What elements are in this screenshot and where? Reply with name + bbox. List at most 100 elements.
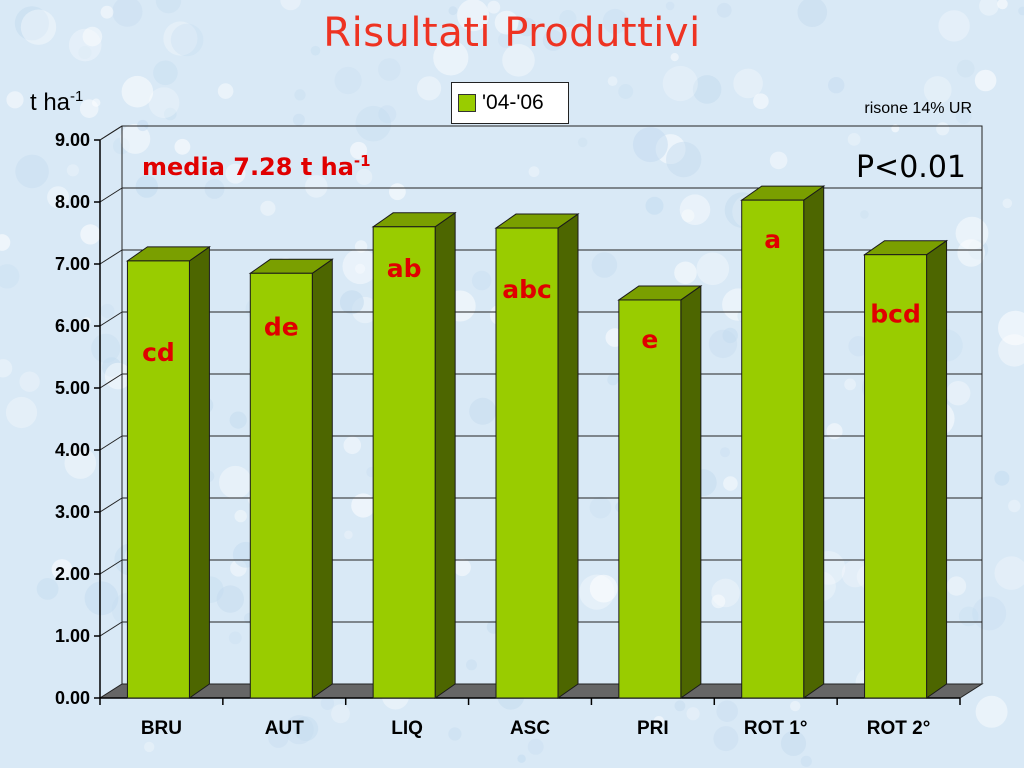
bar-front-face [864,254,928,699]
texture-blot [344,530,353,540]
texture-blot [14,6,49,41]
texture-blot [305,175,328,198]
significance-letter: a [764,225,781,254]
bar-side-face [557,213,579,699]
texture-blot [457,0,490,32]
texture-blot [681,209,695,223]
texture-blot [769,151,788,170]
x-category-label: ROT 1° [744,718,808,739]
texture-blot [720,447,730,458]
texture-blot [847,133,861,146]
texture-blot [294,89,306,101]
texture-blot [502,44,535,77]
texture-blot [498,32,514,48]
texture-blot [1018,6,1024,16]
texture-blot [92,98,101,107]
texture-blot [469,397,497,425]
texture-blot [91,333,121,363]
texture-blot [1008,499,1021,513]
texture-blot [733,68,763,99]
texture-blot [448,6,458,16]
texture-blot [228,631,242,645]
y-tick-label: 2.00 [55,564,90,584]
texture-blot [78,45,92,60]
texture-blot [670,53,679,62]
texture-blot [331,704,350,724]
texture-blot [68,28,102,62]
texture-blot [665,1,675,11]
mean-annotation-exponent: -1 [353,152,371,170]
texture-blot [280,0,301,11]
bar-front-face [618,299,682,699]
texture-blot [112,0,143,27]
texture-blot [5,396,38,429]
texture-blot [602,8,628,34]
texture-blot [51,559,73,580]
y-axis-unit-exponent: -1 [70,88,84,105]
gridline-side [99,249,123,265]
bar-2 [248,258,334,699]
texture-blot [828,77,845,94]
texture-blot [163,21,198,56]
texture-blot [0,234,11,251]
bar-7 [862,239,949,699]
texture-blot [607,374,619,386]
texture-blot [471,270,492,291]
x-category-label: ROT 2° [867,718,931,739]
y-tick-label: 3.00 [55,502,90,522]
texture-blot [938,10,970,42]
texture-blot [841,560,869,588]
bar-front-face [126,260,190,699]
texture-blot [113,137,130,155]
texture-blot [293,716,319,741]
texture-blot [0,359,13,378]
texture-blot [844,378,856,391]
legend: '04-'06 [451,82,569,124]
gridline-side [99,621,123,637]
texture-blot [662,65,698,102]
y-axis-unit-label: t ha-1 [30,88,83,117]
texture-blot [589,496,612,519]
texture-blot [153,60,178,86]
texture-blot [339,290,364,315]
bar-side-face [188,245,210,699]
gridline-side [99,373,123,389]
texture-blot [957,239,985,267]
y-tick-label: 9.00 [55,130,90,150]
texture-blot [946,576,967,596]
significance-letter: cd [142,338,175,367]
gridline-side [99,311,123,327]
texture-blot [342,248,378,285]
y-tick-label: 4.00 [55,440,90,460]
texture-blot [82,26,103,47]
texture-blot [36,578,59,600]
texture-blot [797,0,828,27]
bar-3 [371,211,457,699]
texture-blot [268,727,289,748]
texture-blot [653,716,665,727]
texture-blot [632,127,668,163]
y-tick-label: 1.00 [55,626,90,646]
texture-blot [790,700,801,712]
bar-front-face [495,227,559,699]
texture-blot [121,75,154,108]
legend-series-label: '04-'06 [482,91,544,114]
texture-blot [100,303,115,319]
texture-blot [722,327,738,344]
texture-blot [356,168,373,185]
texture-blot [120,123,151,154]
texture-blot [466,659,477,671]
texture-blot [494,10,519,35]
significance-letter: bcd [870,300,921,329]
texture-blot [618,84,634,99]
gridline-side [99,559,123,575]
texture-blot [923,76,952,104]
texture-blot [956,59,975,78]
y-tick-label: 0.00 [55,688,90,708]
texture-blot [284,715,314,745]
texture-blot [164,107,177,121]
significance-letter: de [264,312,299,341]
texture-blot [711,578,740,608]
texture-blot [334,66,362,95]
